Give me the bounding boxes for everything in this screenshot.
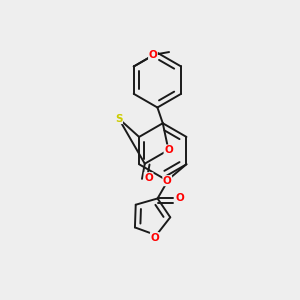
Text: O: O — [148, 50, 157, 60]
Text: S: S — [115, 114, 122, 124]
Text: O: O — [175, 194, 184, 203]
Text: O: O — [163, 176, 172, 186]
Text: O: O — [144, 173, 153, 183]
Text: O: O — [150, 232, 159, 243]
Text: O: O — [164, 145, 173, 155]
